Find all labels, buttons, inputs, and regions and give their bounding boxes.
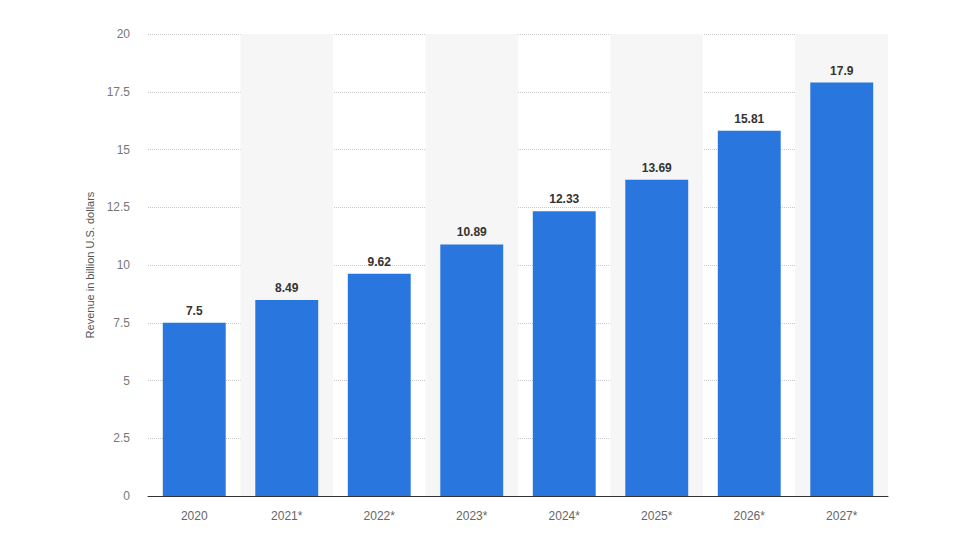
svg-text:12.5: 12.5 [107,200,131,214]
svg-text:8.49: 8.49 [275,281,299,295]
svg-text:10.89: 10.89 [457,225,487,239]
svg-text:2023*: 2023* [456,509,488,523]
svg-text:7.5: 7.5 [186,304,203,318]
svg-text:20: 20 [117,27,131,41]
svg-text:10: 10 [117,258,131,272]
svg-text:Revenue in billion U.S. dollar: Revenue in billion U.S. dollars [84,191,96,338]
svg-text:15.81: 15.81 [734,112,764,126]
svg-text:17.9: 17.9 [830,64,854,78]
svg-text:7.5: 7.5 [113,316,130,330]
svg-text:2025*: 2025* [641,509,673,523]
svg-text:17.5: 17.5 [107,85,131,99]
svg-text:12.33: 12.33 [549,192,579,206]
svg-text:2026*: 2026* [734,509,766,523]
svg-text:9.62: 9.62 [368,255,392,269]
svg-text:2024*: 2024* [549,509,581,523]
svg-text:2022*: 2022* [364,509,396,523]
svg-text:2020: 2020 [181,509,208,523]
svg-text:0: 0 [123,489,130,503]
svg-text:5: 5 [123,374,130,388]
svg-text:2027*: 2027* [826,509,858,523]
svg-text:2.5: 2.5 [113,431,130,445]
svg-text:15: 15 [117,143,131,157]
svg-text:13.69: 13.69 [642,161,672,175]
svg-text:2021*: 2021* [271,509,303,523]
